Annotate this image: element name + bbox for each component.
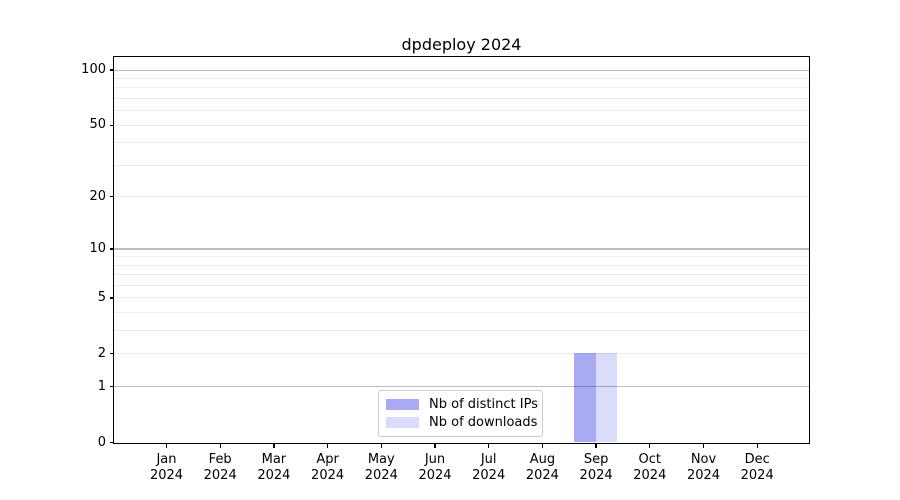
y-tick-label: 10 [89,240,106,256]
gridline [114,297,809,299]
y-tick-label: 5 [97,289,106,305]
x-tick-year: 2024 [525,467,559,483]
x-tick-month: Apr [316,452,339,467]
gridline [114,69,809,71]
x-tick-mark [649,444,651,448]
y-tick-mark [109,248,113,250]
gridline [114,274,809,276]
y-tick-mark [109,353,113,355]
gridline [114,110,809,112]
y-tick-mark [109,385,113,388]
legend: Nb of distinct IPs Nb of downloads [378,390,543,437]
x-tick-label: Nov 2024 [672,452,736,483]
x-tick-mark [326,444,329,448]
x-tick-label: Oct 2024 [618,452,682,483]
chart-title: dpdeploy 2024 [401,35,522,54]
y-tick-mark [109,441,113,444]
y-tick-label: 1 [97,378,106,394]
bars-layer [114,57,809,443]
x-tick-mark [380,444,382,448]
gridline [114,97,809,99]
x-tick-mark [702,444,705,448]
x-tick-label: Jun 2024 [403,452,467,483]
x-tick-label: Feb 2024 [188,452,252,483]
x-tick-month: Sep [583,452,609,467]
x-tick-month: Aug [529,452,556,467]
x-tick-year: 2024 [149,467,184,483]
x-tick-month: Jul [480,452,497,467]
gridline [114,164,809,166]
bar-downloads [595,353,618,442]
x-tick-year: 2024 [203,467,237,483]
x-tick-label: Jul 2024 [457,452,521,483]
legend-item-downloads: Nb of downloads [386,415,538,430]
x-tick-mark [595,444,597,448]
x-tick-mark [756,444,758,448]
y-tick-mark [109,297,113,299]
gridline [114,353,809,355]
legend-label-downloads: Nb of downloads [429,415,538,430]
x-tick-mark [488,444,490,448]
y-tick-label: 2 [97,345,106,361]
x-tick-month: Oct [638,452,662,467]
y-tick-mark [109,69,113,71]
x-tick-label: Sep 2024 [564,452,628,483]
x-tick-month: Feb [208,452,232,467]
x-tick-label: Apr 2024 [296,452,360,483]
x-tick-year: 2024 [364,467,398,483]
bar-distinct-ips [574,353,596,442]
x-tick-year: 2024 [311,467,345,483]
x-tick-year: 2024 [418,467,452,483]
gridline [114,284,809,286]
gridline [114,312,809,314]
x-tick-year: 2024 [472,467,506,483]
y-tick-mark [109,124,113,126]
legend-swatch-distinct-ips [386,399,419,410]
gridline [114,248,809,250]
gridline [114,330,809,332]
gridline [114,87,809,89]
legend-item-distinct-ips: Nb of distinct IPs [386,397,538,412]
x-tick-label: Mar 2024 [242,452,306,483]
x-tick-label: Jan 2024 [135,452,199,483]
gridline [114,264,809,266]
x-tick-mark [273,444,275,448]
x-tick-year: 2024 [686,467,721,483]
x-tick-month: Mar [261,452,287,467]
y-tick-label: 100 [81,62,106,78]
x-tick-month: May [367,452,395,467]
gridline [114,77,809,79]
gridline [114,142,809,144]
x-tick-month: Jun [424,452,446,467]
y-tick-label: 50 [89,117,106,133]
x-tick-mark [219,444,221,448]
gridline [114,256,809,258]
x-tick-label: Aug 2024 [510,452,574,483]
x-tick-month: Jan [156,452,177,467]
gridline [114,124,809,126]
x-tick-year: 2024 [740,467,774,483]
y-tick-mark [109,196,113,198]
x-tick-month: Nov [690,452,717,467]
x-tick-mark [541,444,544,448]
x-tick-mark [165,444,168,448]
legend-swatch-downloads [386,417,419,428]
gridlines-layer [114,57,809,443]
x-tick-label: May 2024 [349,452,413,483]
x-tick-label: Dec 2024 [725,452,789,483]
legend-label-distinct-ips: Nb of distinct IPs [429,397,538,412]
gridline [114,386,809,388]
x-tick-year: 2024 [579,467,613,483]
x-tick-year: 2024 [633,467,667,483]
gridline [114,196,809,198]
y-tick-label: 0 [97,434,106,450]
x-tick-month: Dec [744,452,770,467]
x-tick-mark [434,444,436,448]
y-tick-label: 20 [89,188,106,204]
x-tick-year: 2024 [257,467,291,483]
plot-area [113,56,810,444]
